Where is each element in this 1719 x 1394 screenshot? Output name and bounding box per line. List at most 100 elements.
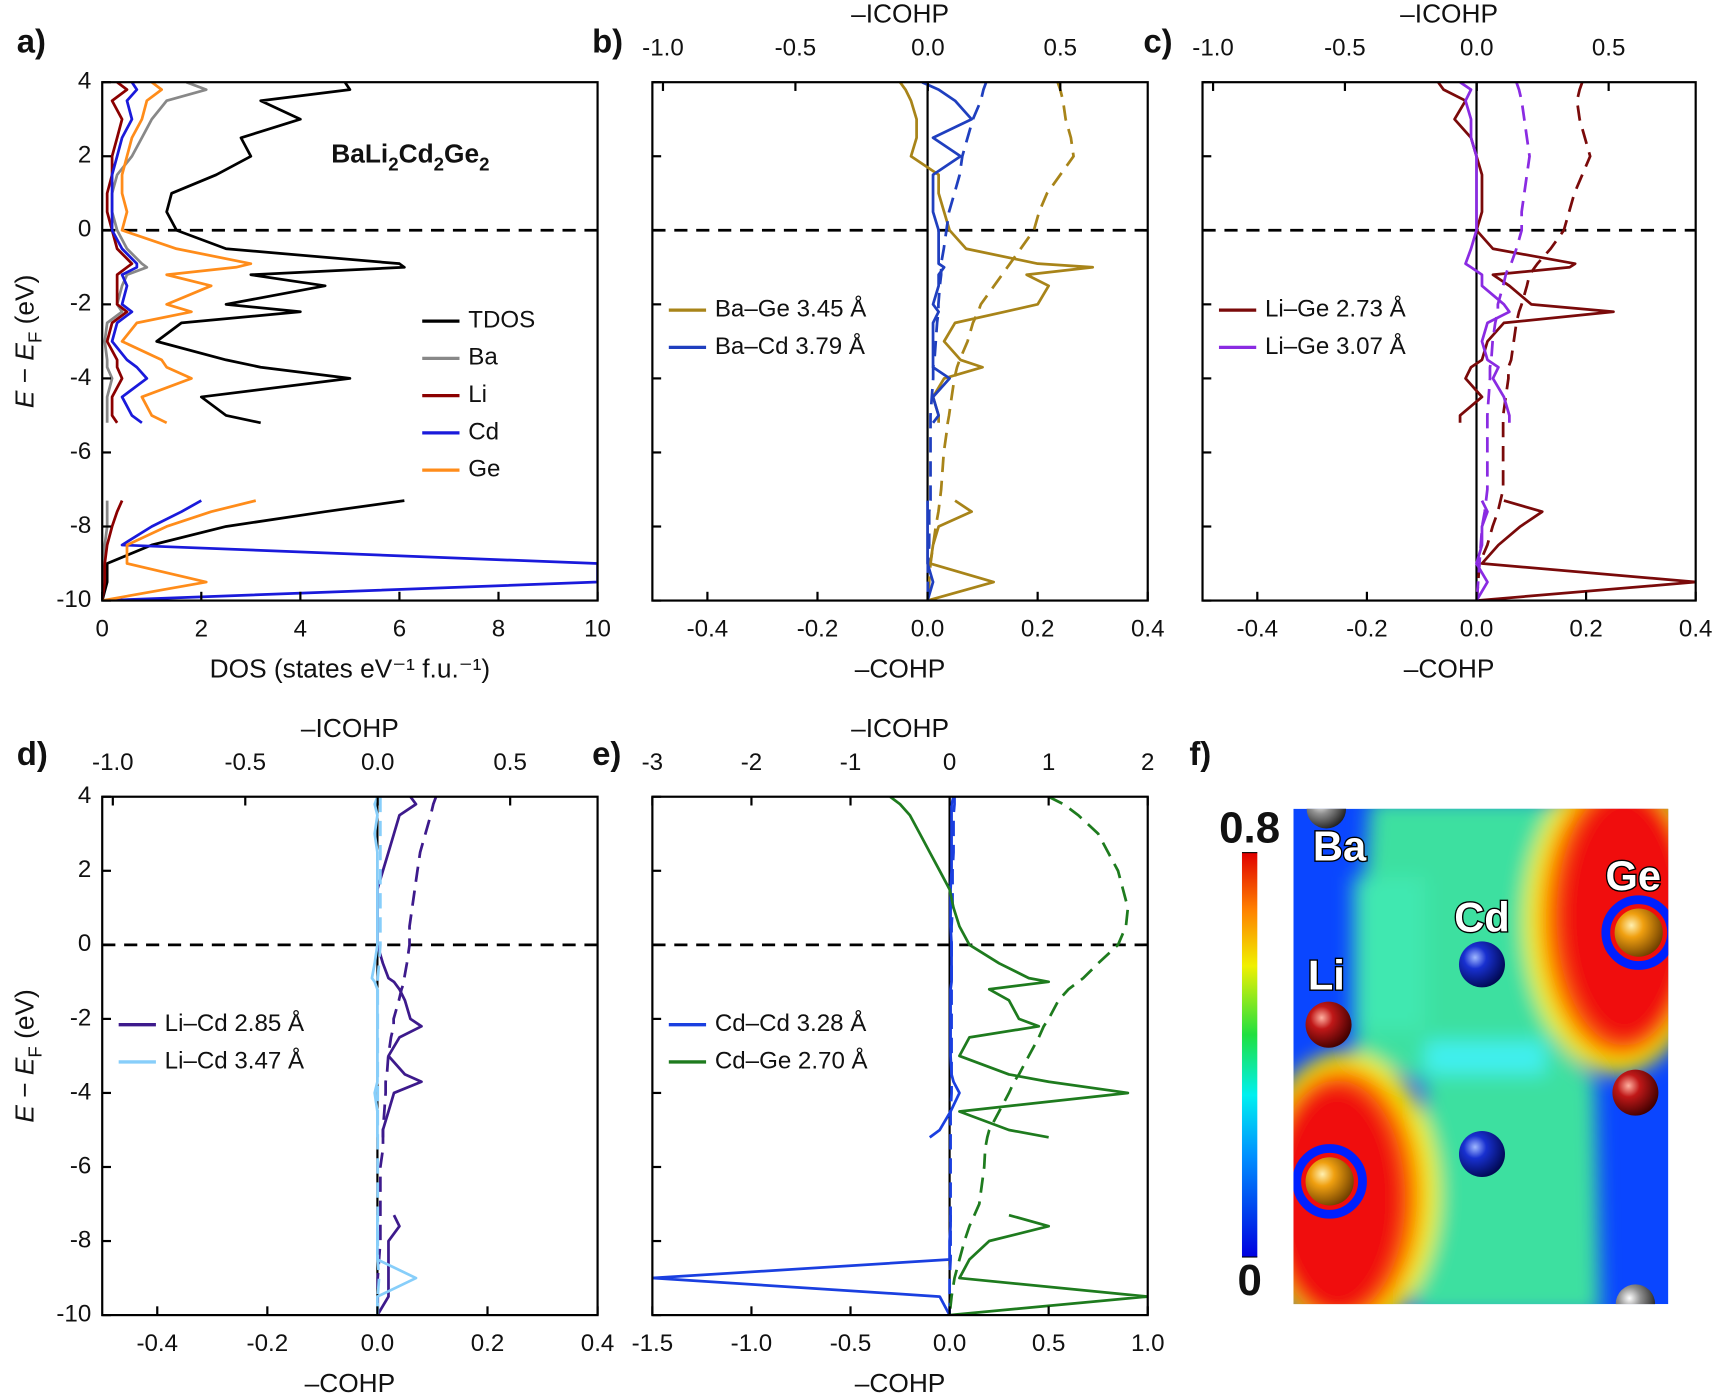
x2-tick-label: -1 <box>840 749 861 776</box>
map-image <box>1293 808 1669 1305</box>
x-tick-label: 0.4 <box>581 1330 615 1357</box>
cohp-line <box>889 796 1148 1316</box>
atom-ge <box>1614 908 1663 957</box>
y-tick-label: -4 <box>70 1078 91 1105</box>
x2-axis-label: –ICOHP <box>851 0 949 28</box>
y-axis-label-part: F <box>25 332 46 343</box>
panel: b) -0.4 -0.2 0.0 0.2 0.4 -1.0 -0.5 0.0 0.5 –COHP –I… <box>592 0 1164 684</box>
dos-line <box>102 82 208 601</box>
atom-cd <box>1458 1130 1505 1178</box>
y-axis-label: E − EF (eV) <box>10 989 46 1122</box>
y-tick-label: 4 <box>78 68 91 95</box>
x-tick-label: -0.4 <box>1237 616 1279 643</box>
x2-axis-label: –ICOHP <box>851 713 949 743</box>
x2-tick-label: -3 <box>642 749 663 776</box>
dos-line <box>102 82 134 601</box>
dos-line <box>102 82 257 601</box>
x2-axis-label: –ICOHP <box>301 713 399 743</box>
x-tick-label: -1.0 <box>731 1330 773 1357</box>
colorbar-label: 0.8 <box>1219 803 1280 852</box>
x-tick-label: 6 <box>393 616 406 643</box>
x-axis-label: –COHP <box>305 1368 396 1394</box>
panel: d) -10 -8 -6 -4 -2 0 2 4 -0.4 -0.2 0.0 0.2 0.4 -1.0 -0.… <box>10 713 615 1394</box>
x-tick-label: 0.0 <box>361 1330 395 1357</box>
icohp-line <box>948 796 1130 1316</box>
y-axis-label-part: − <box>10 1075 40 1105</box>
x-tick-label: -0.5 <box>830 1330 872 1357</box>
x-tick-label: 10 <box>584 616 611 643</box>
y-tick-label: -4 <box>70 364 91 391</box>
cohp-line <box>921 82 973 601</box>
legend-label: Li <box>468 381 487 408</box>
x-tick-label: -0.4 <box>136 1330 178 1357</box>
series-group <box>370 796 438 1316</box>
panel-label: b) <box>592 23 623 60</box>
y-tick-label: -2 <box>70 290 91 317</box>
y-tick-label: -6 <box>70 1152 91 1179</box>
x-tick-label: 1.0 <box>1131 1330 1165 1357</box>
icohp-line <box>1475 82 1531 601</box>
panel-label: c) <box>1143 23 1172 60</box>
x-axis-label: –COHP <box>855 1368 946 1394</box>
x-tick-label: 0.5 <box>1032 1330 1066 1357</box>
series-group <box>1437 82 1696 601</box>
atom-label: Ba <box>1313 822 1367 869</box>
atom-label: Li <box>1308 952 1345 999</box>
legend-label: Li–Ge 3.07 Å <box>1265 332 1407 360</box>
x2-tick-label: 0.0 <box>911 35 945 62</box>
dos-line <box>102 82 598 601</box>
x2-tick-label: -2 <box>741 749 762 776</box>
panel-label: a) <box>17 23 46 60</box>
y-axis-label-part: F <box>25 1046 46 1057</box>
y-axis-label-part: E <box>10 1105 40 1123</box>
cohp-line <box>652 796 961 1316</box>
x2-tick-label: -0.5 <box>1324 35 1366 62</box>
atom-ba <box>1306 808 1347 829</box>
y-axis-label-part: E <box>10 343 40 361</box>
legend-label: Ba–Cd 3.79 Å <box>715 332 866 360</box>
x2-tick-label: -1.0 <box>642 35 684 62</box>
x2-tick-label: 0 <box>943 749 956 776</box>
y-tick-label: -2 <box>70 1004 91 1031</box>
colorbar-label: 0 <box>1237 1256 1261 1305</box>
x-tick-label: 0.2 <box>471 1330 505 1357</box>
atom-ge <box>1305 1157 1354 1206</box>
x-tick-label: 8 <box>492 616 505 643</box>
panel: c) -0.4 -0.2 0.0 0.2 0.4 -1.0 -0.5 0.0 0.5 –COHP –I… <box>1143 0 1712 684</box>
series-group <box>102 82 598 601</box>
plot-frame <box>1201 81 1697 602</box>
x-tick-label: -0.2 <box>797 616 839 643</box>
legend-label: Cd–Ge 2.70 Å <box>715 1046 869 1074</box>
y-tick-label: 4 <box>78 782 91 809</box>
map-field <box>1293 808 1669 1305</box>
legend-label: Cd–Cd 3.28 Å <box>715 1009 867 1037</box>
x2-tick-label: -0.5 <box>224 749 266 776</box>
x-tick-label: -1.5 <box>632 1330 674 1357</box>
x2-tick-label: -1.0 <box>1192 35 1234 62</box>
atom-label: Ge <box>1605 852 1661 899</box>
panel: e) -1.5 -1.0 -0.5 0.0 0.5 1.0 -3 -2 -1 0 1 2 –COHP –IC… <box>592 713 1164 1394</box>
compound-label-part: Cd <box>399 139 434 169</box>
x-tick-label: 0.0 <box>1460 616 1494 643</box>
y-axis-label-part: (eV) <box>10 989 40 1046</box>
y-tick-label: -8 <box>70 512 91 539</box>
x-tick-label: 0.2 <box>1021 616 1055 643</box>
x2-tick-label: -1.0 <box>92 749 134 776</box>
series-group <box>652 796 1148 1316</box>
x-tick-label: 0 <box>96 616 109 643</box>
x-axis-label: –COHP <box>855 654 946 684</box>
x2-tick-label: 0.5 <box>1592 35 1626 62</box>
x2-tick-label: 1 <box>1042 749 1055 776</box>
x2-tick-label: -0.5 <box>775 35 817 62</box>
legend-label: TDOS <box>468 306 535 333</box>
panel-label: f) <box>1189 735 1211 772</box>
cohp-line <box>376 796 423 1316</box>
y-tick-label: -8 <box>70 1226 91 1253</box>
y-tick-label: 0 <box>78 930 91 957</box>
y-tick-label: -10 <box>56 586 91 613</box>
x2-tick-label: 2 <box>1141 749 1154 776</box>
legend-label: Ge <box>468 456 500 483</box>
